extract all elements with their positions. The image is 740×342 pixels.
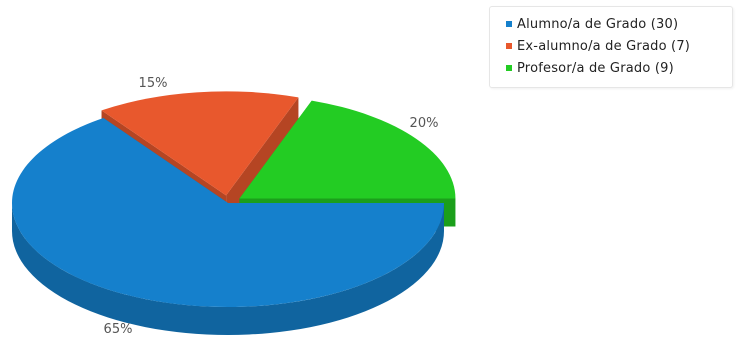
legend-item-profesor[interactable]: Profesor/a de Grado (9) — [506, 57, 732, 79]
legend-label-alumno: Alumno/a de Grado (30) — [517, 16, 679, 32]
pie-slice-ex-alumno — [101, 91, 299, 196]
pie-side-alumno — [12, 203, 444, 335]
pie-slice-alumno — [12, 118, 444, 308]
legend-label-profesor: Profesor/a de Grado (9) — [517, 60, 674, 76]
legend-swatch-profesor — [506, 65, 512, 71]
legend-item-alumno[interactable]: Alumno/a de Grado (30) — [506, 13, 732, 35]
chart-legend: Alumno/a de Grado (30) Ex-alumno/a de Gr… — [489, 6, 733, 88]
pie-cut-ex-alumno — [226, 97, 299, 224]
legend-swatch-alumno — [506, 21, 512, 27]
legend-item-ex-alumno[interactable]: Ex-alumno/a de Grado (7) — [506, 35, 732, 57]
pie-slice-profesor — [239, 100, 456, 199]
pie-label-profesor: 20% — [410, 116, 439, 131]
legend-label-ex-alumno: Ex-alumno/a de Grado (7) — [517, 38, 691, 54]
pie-label-ex-alumno: 15% — [139, 76, 168, 91]
legend-swatch-ex-alumno — [506, 43, 512, 49]
pie-label-alumno: 65% — [104, 322, 133, 337]
